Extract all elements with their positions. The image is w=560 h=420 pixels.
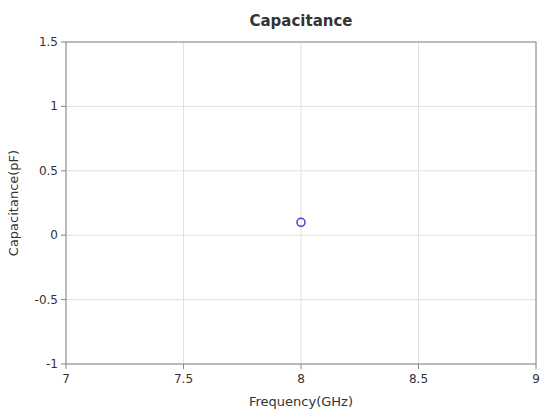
x-grid-line [418, 42, 419, 364]
y-grid-line [66, 170, 536, 171]
axes: 7 7.5 8 8.5 9 -1 -0.5 0 0.5 1 1.5 [35, 35, 540, 386]
y-tick-label: -1 [46, 357, 58, 371]
x-grid-line [301, 42, 302, 364]
points [297, 218, 305, 226]
x-tick-label: 8 [297, 372, 305, 386]
x-tick [183, 364, 184, 369]
point [297, 218, 305, 226]
y-grid-line [66, 106, 536, 107]
y-tick [61, 299, 66, 300]
x-tick-label: 9 [532, 372, 540, 386]
chart-title: Capacitance [249, 12, 352, 30]
y-tick-label: 0.5 [39, 164, 58, 178]
chart-container: 7 7.5 8 8.5 9 -1 -0.5 0 0.5 1 1.5 Capacitance Freque… [0, 0, 560, 420]
chart-svg: 7 7.5 8 8.5 9 -1 -0.5 0 0.5 1 1.5 Capacitance Freque… [0, 0, 560, 420]
x-axis-label: Frequency(GHz) [249, 394, 353, 409]
y-tick [61, 170, 66, 171]
x-tick [536, 364, 537, 369]
y-tick-label: 1.5 [39, 35, 58, 49]
y-tick [61, 235, 66, 236]
x-tick-label: 8.5 [409, 372, 428, 386]
y-tick [61, 42, 66, 43]
x-tick [66, 364, 67, 369]
grid [66, 42, 536, 364]
x-tick-label: 7 [62, 372, 70, 386]
y-tick-label: 0 [50, 228, 58, 242]
x-tick-label: 7.5 [174, 372, 193, 386]
y-grid-line [66, 235, 536, 236]
plot-frame [66, 42, 536, 364]
x-tick [418, 364, 419, 369]
x-tick [301, 364, 302, 369]
y-axis-label: Capacitance(pF) [6, 150, 21, 256]
y-tick-label: 1 [50, 99, 58, 113]
x-grid-line [183, 42, 184, 364]
plot-background [66, 42, 536, 364]
y-tick [61, 106, 66, 107]
y-grid-line [66, 299, 536, 300]
y-tick [61, 364, 66, 365]
y-tick-label: -0.5 [35, 293, 58, 307]
